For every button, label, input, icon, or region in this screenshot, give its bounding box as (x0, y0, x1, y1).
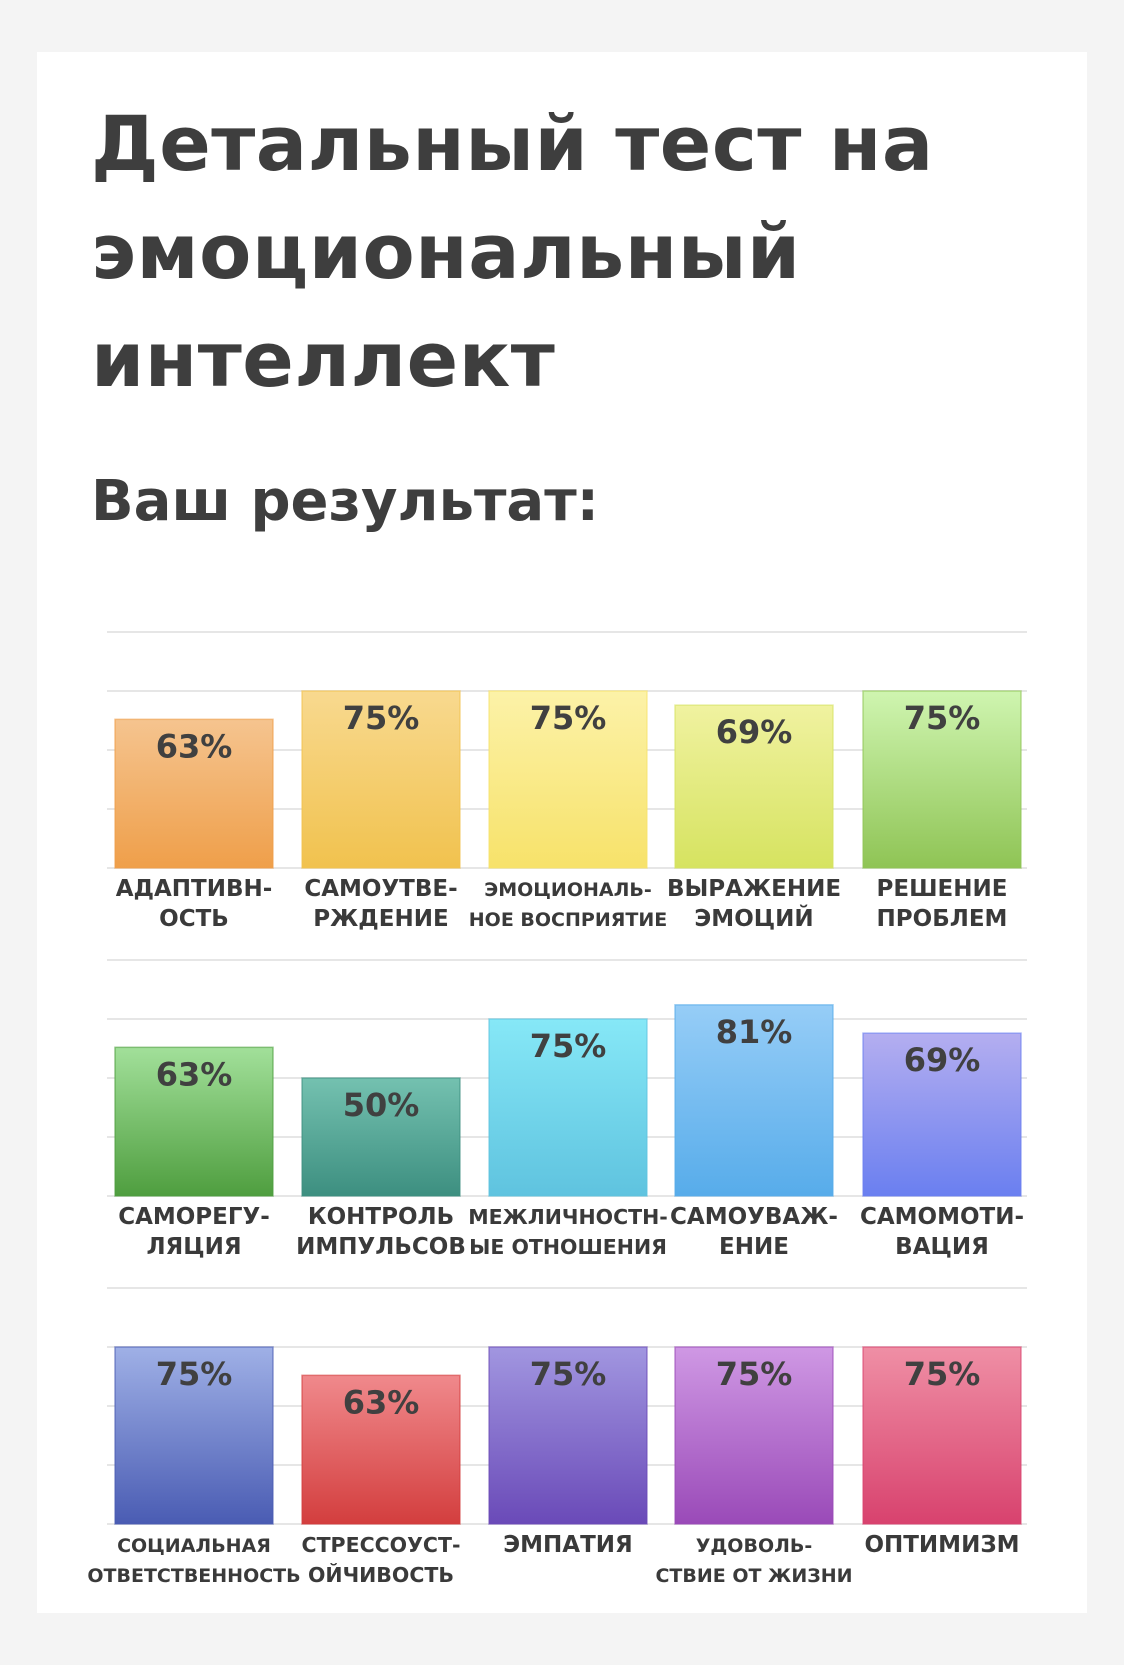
ei-bar-chart: 63% АДАПТИВН- ОСТЬ 75% САМОУТВЕ- РЖДЕНИЕ 75% ЭМ… (87, 631, 1027, 1587)
category-label-line: ИМПУЛЬСОВ (296, 1234, 466, 1260)
data-label: 75% (530, 699, 607, 737)
category-label: ВЫРАЖЕНИЕ ЭМОЦИЙ (667, 876, 841, 932)
category-label-line: САМОМОТИ- (860, 1204, 1024, 1230)
bar (862, 690, 1022, 869)
category-label-line: ПРОБЛЕМ (877, 906, 1008, 932)
category-label-line: ЕНИЕ (719, 1234, 789, 1260)
category-label-line: ЭМОЦИОНАЛЬ- (484, 879, 651, 901)
category-label: ОПТИМИЗМ (864, 1532, 1019, 1558)
data-label: 81% (716, 1013, 793, 1051)
chart-row-1: 63% АДАПТИВН- ОСТЬ 75% САМОУТВЕ- РЖДЕНИЕ 75% ЭМ… (107, 631, 1027, 932)
category-label-line: КОНТРОЛЬ (308, 1204, 454, 1230)
bar (674, 1346, 834, 1525)
bar (114, 1046, 274, 1197)
category-label-line: РЕШЕНИЕ (877, 876, 1008, 902)
data-label: 75% (156, 1355, 233, 1393)
category-label-line: ОСТЬ (159, 906, 229, 932)
category-label: АДАПТИВН- ОСТЬ (116, 876, 273, 932)
bar (301, 1374, 461, 1525)
bar (301, 690, 461, 869)
bar (114, 718, 274, 869)
category-label-line: САМОРЕГУ- (118, 1204, 270, 1230)
data-label: 50% (343, 1086, 420, 1124)
bar (488, 1346, 648, 1525)
category-label-line: ОПТИМИЗМ (864, 1532, 1019, 1558)
data-label: 75% (904, 1355, 981, 1393)
category-label: РЕШЕНИЕ ПРОБЛЕМ (877, 876, 1008, 932)
category-label-line: САМОУТВЕ- (304, 876, 457, 902)
category-label-line: УДОВОЛЬ- (696, 1535, 813, 1557)
category-label: САМОУВАЖ- ЕНИЕ (670, 1204, 838, 1260)
category-label-line: ЭМПАТИЯ (503, 1532, 632, 1558)
category-label-line: ВЫРАЖЕНИЕ (667, 876, 841, 902)
data-label: 75% (904, 699, 981, 737)
data-label: 75% (530, 1027, 607, 1065)
bar (488, 1018, 648, 1197)
category-label: КОНТРОЛЬ ИМПУЛЬСОВ (296, 1204, 466, 1260)
category-label-line: САМОУВАЖ- (670, 1204, 838, 1230)
data-label: 75% (716, 1355, 793, 1393)
result-subtitle: Ваш результат: (91, 469, 600, 534)
category-label-line: ЭМОЦИЙ (694, 904, 813, 932)
category-label-line: НОЕ ВОСПРИЯТИЕ (469, 909, 667, 931)
category-label-line: ЛЯЦИЯ (146, 1234, 241, 1260)
category-label-line: РЖДЕНИЕ (313, 906, 448, 932)
data-label: 63% (156, 1055, 233, 1093)
category-label: САМОРЕГУ- ЛЯЦИЯ (118, 1204, 270, 1260)
category-label-line: ОТВЕТСТВЕННОСТЬ (87, 1565, 300, 1587)
data-label: 63% (343, 1383, 420, 1421)
data-label: 75% (343, 699, 420, 737)
category-label: СОЦИАЛЬНАЯ ОТВЕТСТВЕННОСТЬ (87, 1535, 300, 1587)
data-label: 69% (904, 1041, 981, 1079)
category-label-line: ОЙЧИВОСТЬ (308, 1562, 454, 1587)
category-label-line: АДАПТИВН- (116, 876, 273, 902)
chart-row-2: 63% САМОРЕГУ- ЛЯЦИЯ 50% КОНТРОЛЬ ИМПУЛЬСОВ 75%… (107, 959, 1027, 1260)
data-label: 63% (156, 727, 233, 765)
category-label: САМОУТВЕ- РЖДЕНИЕ (304, 876, 457, 932)
category-label: СТРЕССОУСТ- ОЙЧИВОСТЬ (302, 1533, 461, 1587)
category-label: МЕЖЛИЧНОСТН- ЫЕ ОТНОШЕНИЯ (468, 1205, 668, 1259)
bar (862, 1346, 1022, 1525)
category-label: САМОМОТИ- ВАЦИЯ (860, 1204, 1024, 1260)
bar (674, 704, 834, 869)
bar (301, 1077, 461, 1197)
bar (114, 1346, 274, 1525)
category-label-line: ВАЦИЯ (895, 1234, 989, 1260)
category-label: ЭМПАТИЯ (503, 1532, 632, 1558)
category-label-line: СТРЕССОУСТ- (302, 1533, 461, 1557)
category-label: УДОВОЛЬ- СТВИЕ ОТ ЖИЗНИ (655, 1535, 852, 1587)
category-label: ЭМОЦИОНАЛЬ- НОЕ ВОСПРИЯТИЕ (469, 879, 667, 931)
bar (674, 1004, 834, 1197)
result-page: Детальный тест на эмоциональный интеллек… (37, 52, 1087, 1613)
page-title: Детальный тест на эмоциональный интеллек… (91, 99, 934, 404)
category-label-line: СОЦИАЛЬНАЯ (117, 1535, 271, 1557)
bar (488, 690, 648, 869)
data-label: 75% (530, 1355, 607, 1393)
chart-row-3: 75% СОЦИАЛЬНАЯ ОТВЕТСТВЕННОСТЬ 63% СТРЕССОУС… (87, 1287, 1027, 1587)
category-label-line: МЕЖЛИЧНОСТН- (468, 1205, 668, 1229)
category-label-line: ЫЕ ОТНОШЕНИЯ (469, 1235, 667, 1259)
bar (862, 1032, 1022, 1197)
data-label: 69% (716, 713, 793, 751)
category-label-line: СТВИЕ ОТ ЖИЗНИ (655, 1565, 852, 1587)
